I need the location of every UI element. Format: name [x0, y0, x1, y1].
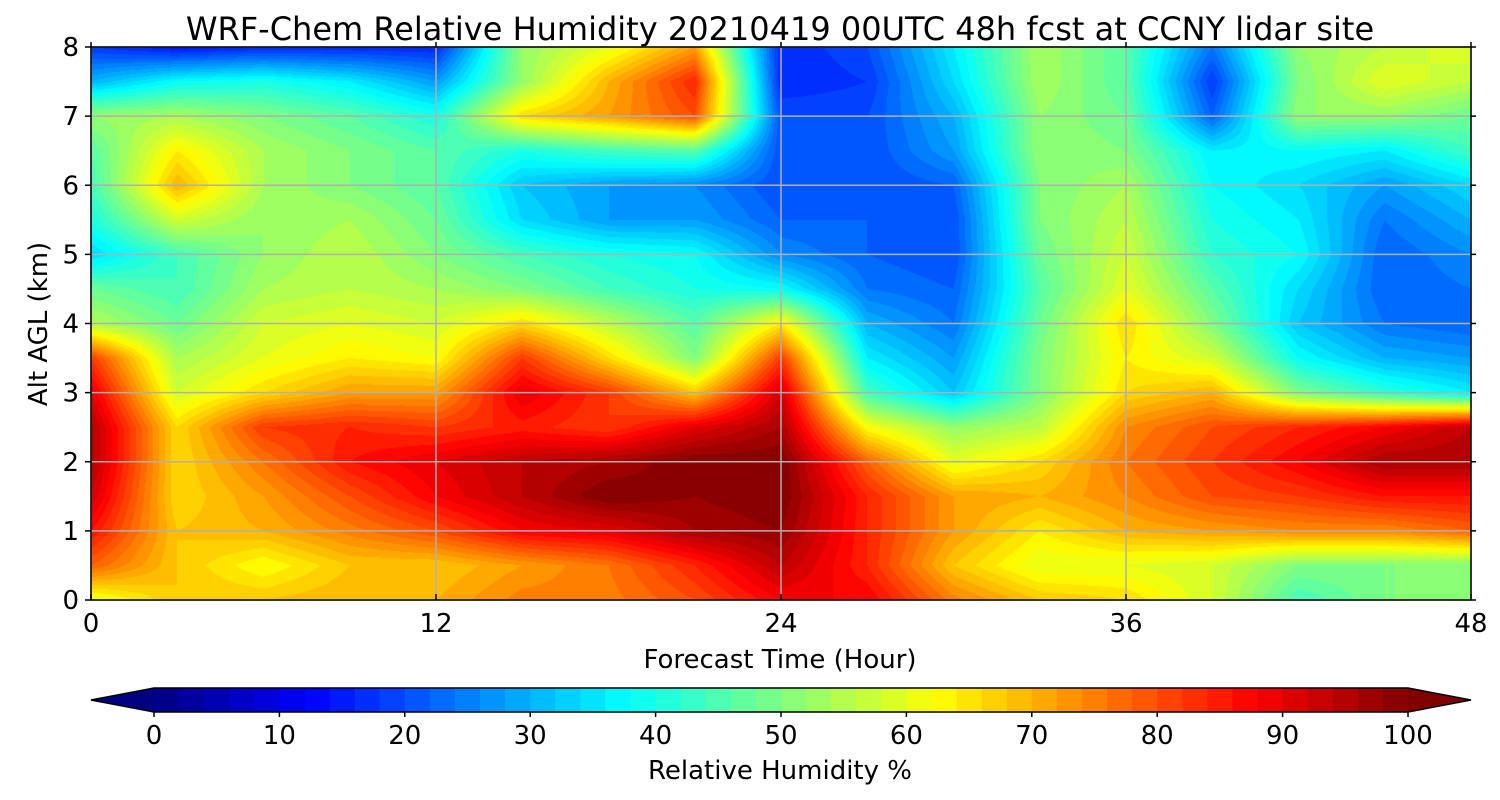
chart-title: WRF-Chem Relative Humidity 20210419 00UT…: [186, 10, 1374, 48]
colorbar-band: [530, 688, 556, 712]
colorbar-band: [404, 688, 431, 712]
y-tick-label: 4: [62, 310, 79, 340]
colorbar-tick-label: 10: [263, 721, 296, 751]
colorbar-band: [480, 688, 506, 712]
colorbar-band: [981, 688, 1008, 712]
x-tick-label: 12: [419, 609, 452, 639]
y-tick-label: 3: [62, 379, 79, 409]
colorbar-band: [1006, 688, 1033, 712]
colorbar-band: [630, 688, 657, 712]
colorbar-band: [1031, 688, 1058, 712]
colorbar-band: [329, 688, 356, 712]
x-axis-label: Forecast Time (Hour): [643, 645, 916, 675]
colorbar-band: [505, 688, 531, 712]
colorbar-band: [1282, 688, 1309, 712]
colorbar-band: [1182, 688, 1208, 712]
colorbar-extend-max: [1408, 688, 1471, 712]
colorbar-band: [279, 688, 306, 712]
y-tick-label: 7: [62, 102, 79, 132]
colorbar-band: [454, 688, 481, 712]
colorbar-tick-label: 60: [890, 721, 923, 751]
y-tick-label: 1: [62, 517, 79, 547]
colorbar-band: [1157, 688, 1183, 712]
x-tick-label: 48: [1454, 609, 1487, 639]
colorbar-band: [1357, 688, 1384, 712]
x-tick-label: 36: [1109, 609, 1142, 639]
colorbar-band: [1081, 688, 1108, 712]
y-tick-label: 6: [62, 171, 79, 201]
colorbar-tick-label: 0: [146, 721, 163, 751]
colorbar-band: [204, 688, 230, 712]
colorbar-tick-label: 80: [1141, 721, 1174, 751]
colorbar-tick-label: 70: [1015, 721, 1048, 751]
colorbar: [90, 687, 1472, 713]
y-tick-label: 2: [62, 448, 79, 478]
colorbar-band: [755, 688, 782, 712]
colorbar-band: [555, 688, 581, 712]
colorbar-band: [705, 688, 732, 712]
colorbar-band: [605, 688, 632, 712]
colorbar-band: [1332, 688, 1359, 712]
colorbar-band: [1382, 688, 1409, 712]
x-axis-ticks: 0 12 24 36 48: [83, 42, 1488, 639]
y-axis-label: Alt AGL (km): [24, 242, 54, 406]
colorbar-band: [354, 688, 381, 712]
colorbar-band: [1056, 688, 1083, 712]
colorbar-tick-label: 40: [639, 721, 672, 751]
colorbar-band: [254, 688, 280, 712]
colorbar-band: [1307, 688, 1334, 712]
colorbar-band: [956, 688, 983, 712]
colorbar-band: [154, 688, 180, 712]
colorbar-band: [1207, 688, 1234, 712]
colorbar-band: [379, 688, 406, 712]
colorbar-extend-min: [91, 688, 154, 712]
y-axis-ticks: 0 1 2 3 4 5 6 7 8: [62, 33, 1476, 616]
colorbar-band: [730, 688, 757, 712]
colorbar-band: [1132, 688, 1158, 712]
colorbar-band: [831, 688, 857, 712]
colorbar-band: [881, 688, 907, 712]
colorbar-band: [856, 688, 882, 712]
x-tick-label: 24: [764, 609, 797, 639]
colorbar-band: [680, 688, 707, 712]
colorbar-band: [906, 688, 933, 712]
colorbar-band: [1257, 688, 1284, 712]
colorbar-band: [1232, 688, 1259, 712]
colorbar-band: [806, 688, 832, 712]
colorbar-band: [931, 688, 958, 712]
colorbar-band: [304, 688, 331, 712]
colorbar-band: [655, 688, 682, 712]
colorbar-tick-label: 20: [388, 721, 421, 751]
y-tick-label: 8: [62, 33, 79, 63]
colorbar-band: [179, 688, 205, 712]
colorbar-tick-label: 90: [1266, 721, 1299, 751]
y-tick-label: 0: [62, 586, 79, 616]
colorbar-band: [580, 688, 607, 712]
colorbar-tick-label: 30: [514, 721, 547, 751]
colorbar-band: [781, 688, 807, 712]
x-tick-label: 0: [83, 609, 100, 639]
colorbar-tick-label: 50: [764, 721, 797, 751]
colorbar-band: [1107, 688, 1133, 712]
colorbar-label: Relative Humidity %: [648, 756, 912, 786]
y-tick-label: 5: [62, 240, 79, 270]
colorbar-ticks: 0 10 20 30 40 50 60 70 80 90 100: [146, 712, 1433, 751]
colorbar-tick-label: 100: [1383, 721, 1433, 751]
colorbar-band: [429, 688, 456, 712]
colorbar-band: [229, 688, 255, 712]
